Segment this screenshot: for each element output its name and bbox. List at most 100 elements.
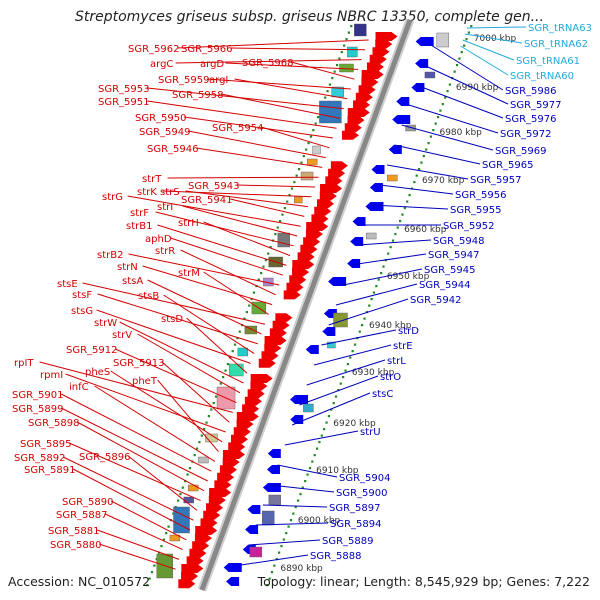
- leader-line-left: [221, 93, 341, 119]
- leader-line-rna: [462, 39, 515, 61]
- leader-line-right: [372, 204, 449, 210]
- feature-block: [244, 325, 258, 335]
- tick-dot-left: [305, 148, 308, 151]
- gene-label-left: SGR_5943: [188, 181, 240, 192]
- kbp-tick-label: 6940 kbp: [369, 321, 412, 331]
- tick-dot-left: [243, 317, 246, 320]
- leader-line-left: [147, 87, 344, 110]
- tick-dot-right: [417, 168, 421, 171]
- leader-line-left: [128, 253, 280, 286]
- feature-block-right: [268, 494, 281, 506]
- tick-dot-left: [198, 441, 201, 444]
- gene-label-right: strO: [380, 372, 401, 383]
- feature-block: [183, 496, 195, 504]
- tick-dot-left: [324, 96, 327, 99]
- leader-line-left: [225, 62, 358, 70]
- tick-dot-right: [465, 38, 468, 41]
- gene-label-left: SGR_5891: [24, 465, 76, 476]
- gene-label-left: strM: [178, 268, 200, 279]
- forward-gene-arrow: [325, 176, 343, 186]
- leader-line-left: [97, 293, 258, 345]
- leader-line-left: [186, 317, 248, 374]
- tick-dot-left: [283, 207, 286, 210]
- forward-gene-arrow: [330, 161, 348, 171]
- forward-gene-arrow: [181, 571, 199, 581]
- tick-dot-right: [327, 415, 331, 418]
- reverse-gene-arrow: [247, 505, 261, 514]
- gene-label-left: SGR_5913: [113, 358, 165, 369]
- gene-label-left: SGR_5912: [66, 345, 118, 356]
- tick-dot-right: [446, 90, 449, 93]
- gene-label-left: strI: [157, 202, 173, 213]
- leader-line-left: [76, 421, 205, 492]
- tick-dot-right: [401, 213, 404, 216]
- gene-label-left: argI: [209, 75, 228, 86]
- forward-gene-arrow: [269, 328, 287, 338]
- forward-gene-arrow: [250, 374, 273, 383]
- kbp-tick-label: 6920 kbp: [333, 419, 376, 429]
- feature-block: [173, 506, 190, 534]
- leader-line-right: [343, 268, 423, 286]
- feature-block-right: [365, 232, 377, 240]
- tick-dot-left: [179, 493, 182, 496]
- tick-dot-left: [333, 70, 336, 73]
- tick-dot-right: [308, 467, 312, 470]
- tick-dot-right: [292, 512, 295, 515]
- leader-line-right: [313, 344, 392, 366]
- tick-dot-left: [150, 571, 154, 574]
- tick-dot-left: [250, 298, 253, 301]
- forward-gene-arrow: [283, 290, 301, 300]
- tick-dot-right: [372, 291, 376, 294]
- forward-gene-arrow: [369, 54, 387, 64]
- tick-dot-left: [290, 187, 294, 190]
- gene-label-right: SGR_5955: [450, 205, 502, 216]
- tick-dot-left: [331, 77, 334, 80]
- gene-label-left: SGR_5950: [135, 113, 187, 124]
- forward-gene-arrow: [314, 206, 332, 216]
- reverse-gene-arrow: [392, 115, 411, 124]
- tick-dot-right: [399, 220, 402, 223]
- leader-line-left: [157, 224, 287, 266]
- tick-dot-left: [236, 337, 239, 340]
- leader-line-left: [184, 116, 333, 139]
- reverse-gene-arrow: [347, 259, 361, 268]
- forward-gene-arrow: [208, 495, 226, 505]
- gene-label-left: aphD: [145, 234, 172, 245]
- tick-dot-right: [436, 116, 440, 119]
- tick-dot-right: [460, 51, 463, 54]
- gene-label-left: stsB: [138, 291, 159, 302]
- leader-line-left: [68, 442, 201, 502]
- gene-label-left: strS: [160, 187, 180, 198]
- forward-gene-arrow: [292, 267, 310, 277]
- forward-gene-arrow: [258, 358, 276, 368]
- gene-label-right: strU: [360, 427, 381, 438]
- feature-block-right: [327, 341, 336, 349]
- tick-dot-left: [186, 473, 189, 476]
- gene-label-left: strH: [178, 218, 199, 229]
- forward-gene-arrow: [375, 32, 398, 41]
- leader-line-left: [110, 500, 187, 541]
- leader-line-left: [170, 237, 284, 276]
- forward-gene-arrow: [209, 488, 232, 497]
- leader-line-left: [142, 265, 273, 306]
- reverse-gene-arrow: [322, 327, 336, 336]
- gene-label-left: pheT: [132, 376, 158, 387]
- gene-label-left: SGR_5881: [48, 526, 100, 537]
- gene-label-left: SGR_5953: [98, 84, 150, 95]
- tick-dot-left: [269, 246, 272, 249]
- gene-label-left: SGR_5899: [12, 404, 64, 415]
- tick-dot-right: [323, 428, 326, 431]
- feature-block-right: [262, 510, 275, 526]
- tick-dot-right: [403, 207, 406, 210]
- accession-text: Accession: NC_010572: [8, 574, 151, 589]
- forward-gene-arrow: [311, 214, 329, 224]
- forward-gene-arrow: [261, 351, 279, 361]
- tick-dot-right: [434, 122, 437, 125]
- leader-line-right: [262, 504, 328, 508]
- forward-gene-arrow: [300, 244, 318, 254]
- forward-gene-arrow: [366, 62, 384, 72]
- tick-dot-right: [429, 135, 433, 138]
- gene-label-left: strB1: [126, 221, 152, 232]
- forward-gene-arrow: [341, 130, 359, 140]
- leader-line-rna: [467, 26, 527, 29]
